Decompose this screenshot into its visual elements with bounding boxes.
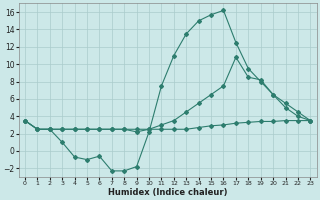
X-axis label: Humidex (Indice chaleur): Humidex (Indice chaleur): [108, 188, 228, 197]
